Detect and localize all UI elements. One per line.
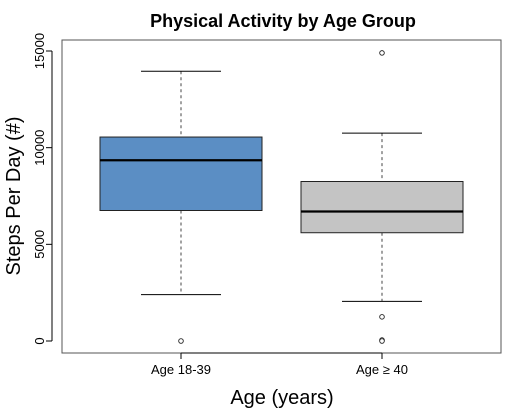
boxes-group (99, 50, 464, 344)
x-tick-label: Age ≥ 40 (356, 362, 408, 377)
y-tick-label: 10000 (32, 130, 47, 166)
y-axis-ticks: 0 5000 10000 15000 (32, 33, 52, 345)
outlier-point (379, 338, 385, 344)
chart-title: Physical Activity by Age Group (150, 11, 416, 31)
outlier-point (178, 338, 184, 344)
y-tick-label: 15000 (32, 33, 47, 69)
iqr-box (300, 181, 464, 234)
outlier-point (379, 314, 385, 320)
iqr-box (99, 136, 263, 212)
box-group (300, 50, 464, 344)
x-axis-ticks: Age 18-39 Age ≥ 40 (151, 352, 408, 377)
x-tick-label: Age 18-39 (151, 362, 211, 377)
outlier-point (379, 50, 385, 56)
box-group (99, 70, 263, 344)
x-axis-title: Age (years) (230, 387, 333, 409)
y-tick-label: 5000 (32, 230, 47, 259)
y-axis-title: Steps Per Day (#) (3, 117, 25, 276)
y-tick-label: 0 (32, 337, 47, 344)
